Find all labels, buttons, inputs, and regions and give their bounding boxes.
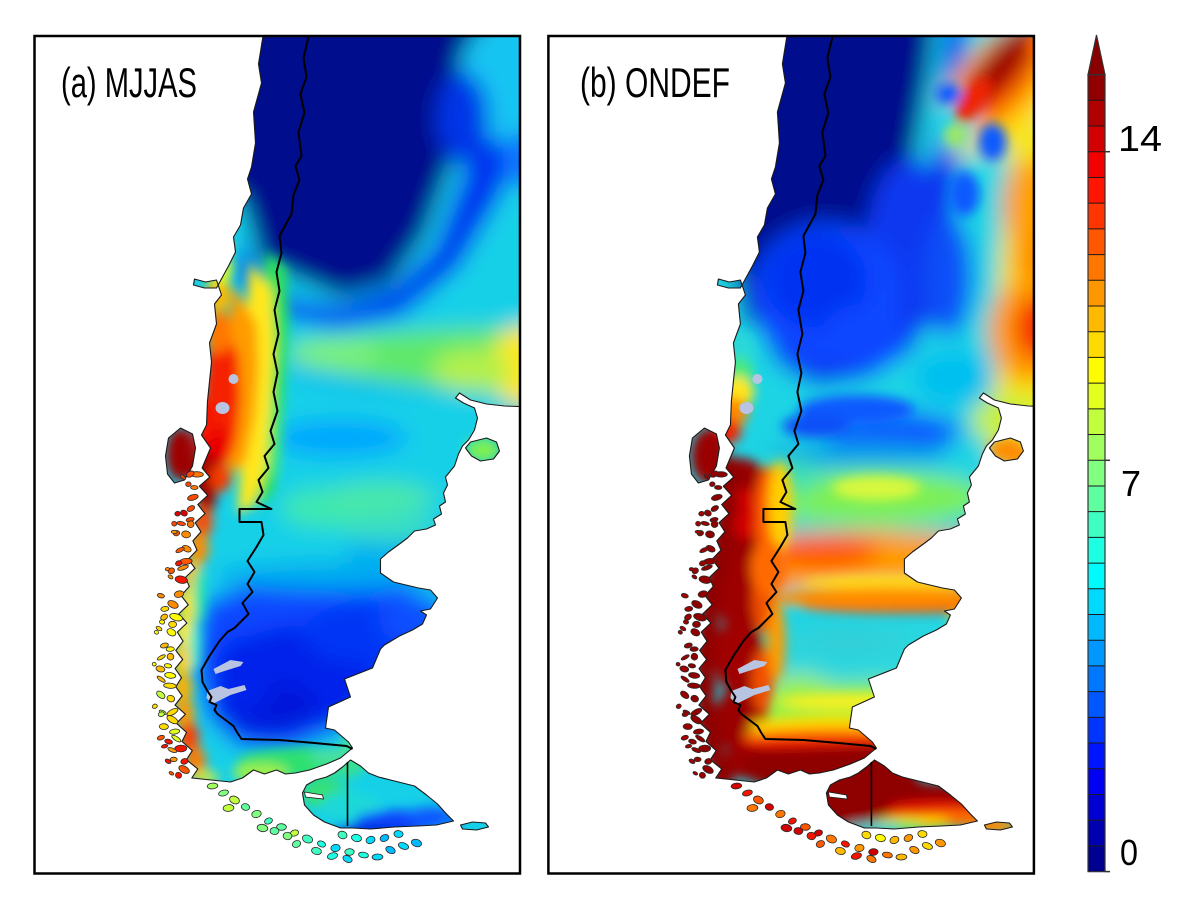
svg-text:(b) ONDEF: (b) ONDEF [580,59,730,106]
svg-text:14: 14 [1118,118,1162,159]
svg-text:7: 7 [1121,463,1141,504]
svg-text:0: 0 [1120,832,1138,873]
svg-text:(a) MJJAS: (a) MJJAS [61,59,197,106]
